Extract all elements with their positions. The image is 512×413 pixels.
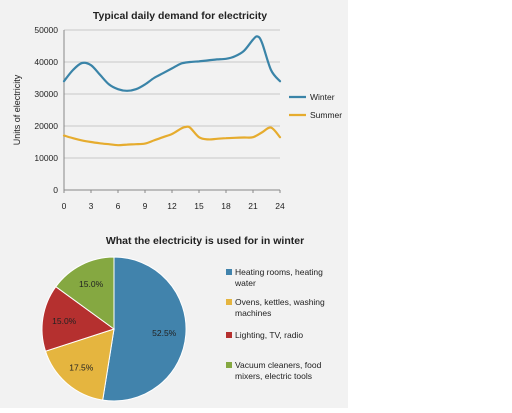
figure-panel: Typical daily demand for electricity 0 10… (0, 0, 348, 408)
x-tick-label: 15 (194, 201, 204, 211)
x-tick-label: 3 (89, 201, 94, 211)
x-tick-label: 24 (275, 201, 285, 211)
legend-label: Winter (310, 92, 335, 102)
x-tick-label: 6 (116, 201, 121, 211)
x-tick-label: 0 (62, 201, 67, 211)
pie-chart-legend: Heating rooms, heating water Ovens, kettle… (226, 267, 325, 381)
y-axis-ticks: 0 10000 20000 30000 40000 50000 (34, 25, 58, 195)
pie-slice-label: 52.5% (152, 328, 177, 338)
pie-legend-label: Ovens, kettles, washing machines (235, 297, 325, 318)
pie-slice (44, 328, 115, 401)
x-tick-label: 18 (221, 201, 231, 211)
x-tick-label: 9 (143, 201, 148, 211)
legend-label: Summer (310, 110, 342, 120)
pie-chart-title: What the electricity is used for in wint… (106, 235, 304, 247)
x-axis-ticks: 0 3 6 9 12 15 18 21 24 (62, 190, 285, 211)
pie-slice-label: 15.0% (52, 316, 77, 326)
pie-slice (41, 286, 116, 352)
series-line-summer (62, 125, 282, 147)
y-tick-label: 50000 (34, 25, 58, 35)
pie-legend-label: Lighting, TV, radio (235, 330, 303, 340)
y-tick-label: 20000 (34, 121, 58, 131)
y-axis-label: Units of electricity (12, 74, 22, 145)
pie-slice (55, 256, 115, 330)
line-chart-grid (63, 29, 280, 191)
pie-legend-label: Heating rooms, heating water (234, 267, 323, 288)
x-tick-label: 21 (248, 201, 258, 211)
y-tick-label: 0 (53, 185, 58, 195)
pie-slice-label: 17.5% (69, 362, 94, 372)
x-tick-label: 12 (167, 201, 177, 211)
figure-svg: Typical daily demand for electricity 0 10… (12, 10, 342, 402)
pie-legend-swatch (226, 269, 232, 275)
pie-slices-group (41, 256, 187, 402)
pie-legend-swatch (226, 362, 232, 368)
series-line-winter (62, 35, 282, 92)
line-chart-title: Typical daily demand for electricity (93, 10, 267, 22)
pie-slice-label: 15.0% (79, 279, 104, 289)
line-chart-legend: Winter Summer (289, 92, 342, 120)
pie-legend-swatch (226, 332, 232, 338)
y-tick-label: 10000 (34, 153, 58, 163)
pie-slice (102, 256, 187, 402)
y-tick-label: 40000 (34, 57, 58, 67)
pie-legend-label: Vacuum cleaners, food mixers, electric to… (235, 360, 322, 381)
pie-legend-swatch (226, 299, 232, 305)
y-tick-label: 30000 (34, 89, 58, 99)
pie-labels-group: 52.5% 17.5% 15.0% 15.0% (52, 279, 177, 372)
line-series-group (62, 35, 282, 147)
